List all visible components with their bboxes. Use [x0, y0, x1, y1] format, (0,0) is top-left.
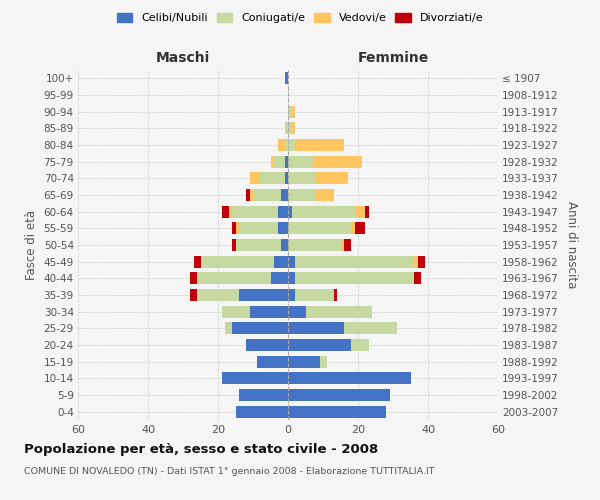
Bar — [305, 306, 372, 318]
Bar — [288, 222, 351, 234]
Bar — [277, 206, 288, 218]
Bar — [190, 289, 197, 301]
Bar — [320, 356, 326, 368]
Bar — [292, 122, 295, 134]
Bar — [288, 172, 316, 184]
Bar — [334, 289, 337, 301]
Bar — [197, 289, 239, 301]
Text: COMUNE DI NOVALEDO (TN) - Dati ISTAT 1° gennaio 2008 - Elaborazione TUTTITALIA.I: COMUNE DI NOVALEDO (TN) - Dati ISTAT 1° … — [24, 468, 434, 476]
Bar — [288, 372, 410, 384]
Bar — [246, 189, 250, 201]
Bar — [288, 322, 344, 334]
Bar — [235, 222, 239, 234]
Bar — [316, 189, 334, 201]
Text: Popolazione per età, sesso e stato civile - 2008: Popolazione per età, sesso e stato civil… — [24, 442, 378, 456]
Bar — [365, 206, 368, 218]
Bar — [288, 272, 295, 284]
Bar — [295, 289, 334, 301]
Bar — [288, 339, 351, 351]
Bar — [253, 189, 281, 201]
Bar — [284, 156, 288, 168]
Bar — [239, 222, 277, 234]
Bar — [288, 139, 295, 151]
Bar — [288, 189, 316, 201]
Bar — [274, 256, 288, 268]
Bar — [344, 239, 351, 251]
Bar — [288, 106, 292, 118]
Bar — [288, 356, 320, 368]
Bar — [239, 289, 288, 301]
Bar — [250, 189, 253, 201]
Bar — [288, 406, 386, 417]
Bar — [288, 156, 313, 168]
Bar — [232, 239, 235, 251]
Bar — [190, 272, 197, 284]
Bar — [288, 306, 305, 318]
Bar — [277, 139, 284, 151]
Bar — [418, 256, 425, 268]
Bar — [295, 256, 414, 268]
Bar — [292, 206, 355, 218]
Bar — [316, 172, 347, 184]
Bar — [344, 322, 397, 334]
Bar — [355, 222, 365, 234]
Bar — [341, 239, 344, 251]
Bar — [232, 322, 288, 334]
Bar — [221, 372, 288, 384]
Bar — [221, 306, 250, 318]
Bar — [221, 206, 229, 218]
Bar — [274, 156, 284, 168]
Bar — [246, 339, 288, 351]
Bar — [284, 122, 288, 134]
Bar — [284, 139, 288, 151]
Bar — [281, 189, 288, 201]
Bar — [271, 156, 274, 168]
Bar — [277, 222, 288, 234]
Bar — [295, 139, 344, 151]
Bar — [284, 72, 288, 85]
Bar — [281, 239, 288, 251]
Legend: Celibi/Nubili, Coniugati/e, Vedovi/e, Divorziati/e: Celibi/Nubili, Coniugati/e, Vedovi/e, Di… — [112, 8, 488, 28]
Bar — [260, 172, 284, 184]
Bar — [288, 122, 292, 134]
Bar — [232, 222, 235, 234]
Y-axis label: Anni di nascita: Anni di nascita — [565, 202, 578, 288]
Text: Femmine: Femmine — [358, 51, 428, 65]
Bar — [200, 256, 274, 268]
Bar — [235, 239, 281, 251]
Bar — [232, 206, 277, 218]
Bar — [313, 156, 361, 168]
Bar — [284, 172, 288, 184]
Bar — [288, 256, 295, 268]
Bar — [235, 406, 288, 417]
Bar — [250, 172, 260, 184]
Bar — [292, 106, 295, 118]
Bar — [288, 389, 389, 401]
Bar — [288, 289, 295, 301]
Bar — [193, 256, 200, 268]
Bar — [239, 389, 288, 401]
Bar — [250, 306, 288, 318]
Bar — [271, 272, 288, 284]
Bar — [351, 339, 368, 351]
Bar — [197, 272, 271, 284]
Bar — [257, 356, 288, 368]
Y-axis label: Fasce di età: Fasce di età — [25, 210, 38, 280]
Bar — [295, 272, 414, 284]
Bar — [414, 256, 418, 268]
Bar — [414, 272, 421, 284]
Bar — [288, 206, 292, 218]
Bar — [229, 206, 232, 218]
Bar — [351, 222, 355, 234]
Bar — [225, 322, 232, 334]
Text: Maschi: Maschi — [156, 51, 210, 65]
Bar — [288, 239, 341, 251]
Bar — [355, 206, 365, 218]
